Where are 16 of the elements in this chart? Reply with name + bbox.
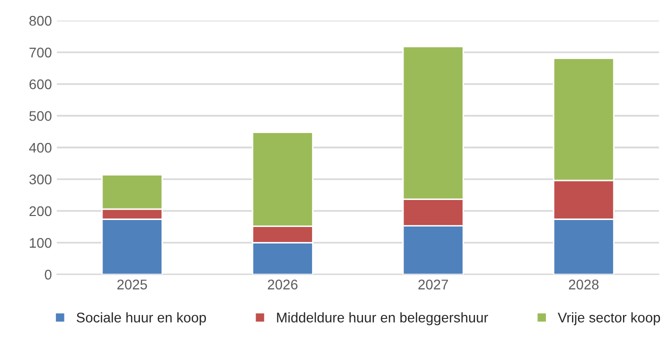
x-tick-label: 2027 [418,280,448,290]
x-tick-label: 2025 [117,280,147,290]
legend-label: Middeldure huur en beleggershuur [277,312,488,326]
x-tick-label: 2026 [268,280,298,290]
y-tick-label: 200 [30,206,52,216]
x-tick-label: 2028 [568,280,599,290]
y-tick-label: 100 [30,238,52,248]
y-tick-label: 800 [29,16,52,26]
y-tick-label: 0 [44,270,52,280]
legend-label: Sociale huur en koop [76,312,206,326]
y-tick-label: 300 [29,174,52,184]
legend-label: Vrije sector koop [558,312,660,326]
y-tick-label: 400 [29,142,52,153]
y-tick-label: 500 [29,111,52,121]
y-tick-label: 600 [30,79,52,90]
y-tick-label: 700 [30,48,52,58]
